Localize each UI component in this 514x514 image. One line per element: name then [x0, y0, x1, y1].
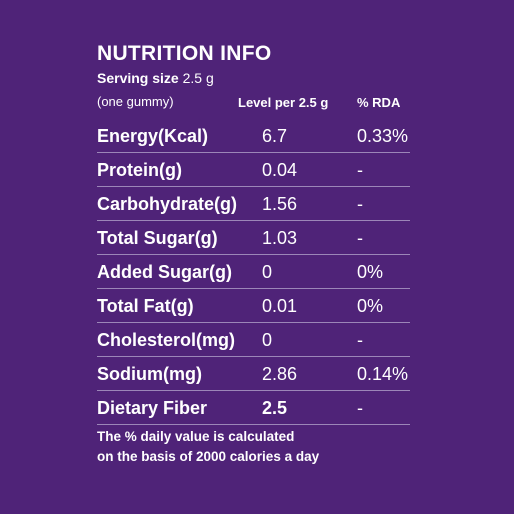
nutrient-rda: - — [357, 194, 363, 214]
nutrient-name: Total Sugar(g) — [97, 228, 218, 248]
table-row: Dietary Fiber 2.5 - — [97, 391, 410, 425]
nutrition-table: Energy(Kcal) 6.7 0.33% Protein(g) 0.04 -… — [97, 119, 410, 425]
nutrient-name: Sodium(mg) — [97, 364, 202, 384]
nutrient-name: Added Sugar(g) — [97, 262, 232, 282]
nutrient-level: 2.86 — [262, 364, 298, 384]
table-row: Carbohydrate(g) 1.56 - — [97, 187, 410, 221]
nutrient-rda: 0.33% — [357, 126, 409, 146]
column-header-rda: % RDA — [357, 95, 401, 110]
nutrient-level: 2.5 — [262, 398, 288, 418]
footnote-line-1: The % daily value is calculated — [97, 429, 295, 444]
nutrient-level: 0 — [262, 262, 273, 282]
nutrient-name: Protein(g) — [97, 160, 182, 180]
table-row: Energy(Kcal) 6.7 0.33% — [97, 119, 410, 153]
column-header-level: Level per 2.5 g — [238, 95, 329, 110]
serving-size: Serving size 2.5 g — [97, 69, 214, 87]
nutrient-name: Carbohydrate(g) — [97, 194, 238, 214]
serving-note: (one gummy) — [97, 94, 174, 109]
table-row: Protein(g) 0.04 - — [97, 153, 410, 187]
nutrient-rda: - — [357, 330, 363, 350]
nutrient-level: 1.03 — [262, 228, 298, 248]
nutrient-name: Total Fat(g) — [97, 296, 194, 316]
nutrient-rda: 0% — [357, 296, 384, 316]
table-row: Total Fat(g) 0.01 0% — [97, 289, 410, 323]
nutrient-name: Cholesterol(mg) — [97, 330, 236, 350]
nutrient-name: Dietary Fiber — [97, 398, 208, 418]
nutrient-level: 0.01 — [262, 296, 298, 316]
table-row: Sodium(mg) 2.86 0.14% — [97, 357, 410, 391]
nutrient-rda: - — [357, 228, 363, 248]
nutrient-rda: - — [357, 160, 363, 180]
nutrient-level: 0.04 — [262, 160, 298, 180]
footnote: The % daily value is calculated on the b… — [97, 427, 319, 467]
nutrient-level: 1.56 — [262, 194, 298, 214]
table-row: Added Sugar(g) 0 0% — [97, 255, 410, 289]
footnote-line-2: on the basis of 2000 calories a day — [97, 449, 320, 464]
nutrient-level: 6.7 — [262, 126, 288, 146]
table-row: Total Sugar(g) 1.03 - — [97, 221, 410, 255]
serving-size-label: Serving size — [97, 70, 179, 86]
nutrient-rda: 0.14% — [357, 364, 409, 384]
nutrient-level: 0 — [262, 330, 273, 350]
nutrient-rda: - — [357, 398, 363, 418]
nutrient-rda: 0% — [357, 262, 384, 282]
serving-size-value: 2.5 g — [182, 70, 214, 86]
page-title: NUTRITION INFO — [97, 42, 272, 65]
nutrient-name: Energy(Kcal) — [97, 126, 209, 146]
table-row: Cholesterol(mg) 0 - — [97, 323, 410, 357]
